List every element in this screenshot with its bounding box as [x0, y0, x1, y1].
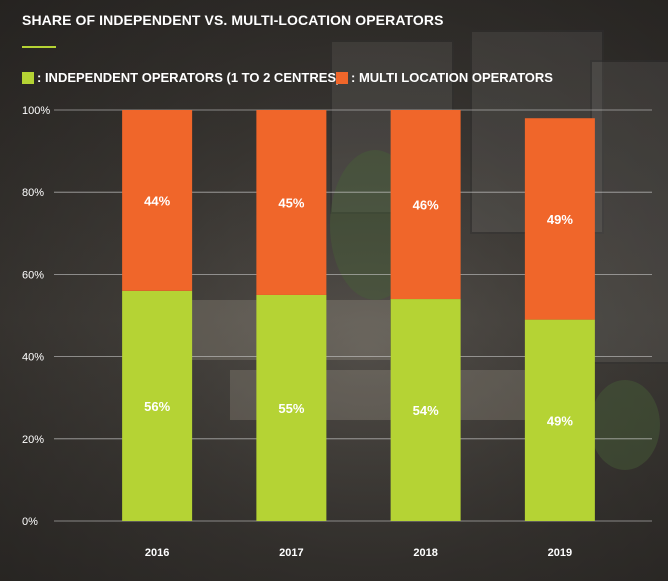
chart-title: SHARE OF INDEPENDENT VS. MULTI-LOCATION … [22, 12, 444, 28]
legend-label-multi: : MULTI LOCATION OPERATORS [351, 70, 553, 85]
legend-swatch-multi [336, 71, 348, 84]
x-tick-label: 2017 [279, 547, 303, 559]
bar-data-label: 49% [547, 413, 573, 428]
x-tick-label: 2019 [548, 547, 572, 559]
legend-item-multi: : MULTI LOCATION OPERATORS [336, 70, 553, 85]
bar-data-label: 54% [413, 403, 439, 418]
y-tick-label: 80% [22, 187, 44, 199]
y-tick-label: 20% [22, 434, 44, 446]
legend-label-independent: : INDEPENDENT OPERATORS (1 TO 2 CENTRES) [37, 70, 341, 85]
y-tick-label: 100% [22, 105, 50, 117]
bar-segment-independent [122, 290, 193, 521]
bar-segment-independent [390, 299, 461, 521]
bar-segment-multi [122, 110, 193, 291]
y-tick-label: 60% [22, 269, 44, 281]
legend-item-independent: : INDEPENDENT OPERATORS (1 TO 2 CENTRES) [22, 70, 340, 85]
bar-data-label: 56% [144, 399, 170, 414]
x-tick-label: 2018 [413, 547, 437, 559]
bar-segment-multi [524, 118, 595, 320]
bar-segment-multi [256, 110, 327, 295]
legend-swatch-independent [22, 71, 34, 84]
bar-segment-multi [390, 110, 461, 300]
bar-segment-independent [256, 294, 327, 521]
bar-segment-independent [524, 319, 595, 521]
bar-data-label: 46% [413, 198, 439, 213]
y-tick-label: 40% [22, 352, 44, 364]
bar-data-label: 49% [547, 212, 573, 227]
bar-data-label: 55% [278, 401, 304, 416]
bar-data-label: 45% [278, 195, 304, 210]
background-plant [590, 380, 660, 470]
title-underline [22, 46, 56, 48]
y-tick-label: 0% [22, 516, 38, 528]
bar-data-label: 44% [144, 193, 170, 208]
x-tick-label: 2016 [145, 547, 169, 559]
